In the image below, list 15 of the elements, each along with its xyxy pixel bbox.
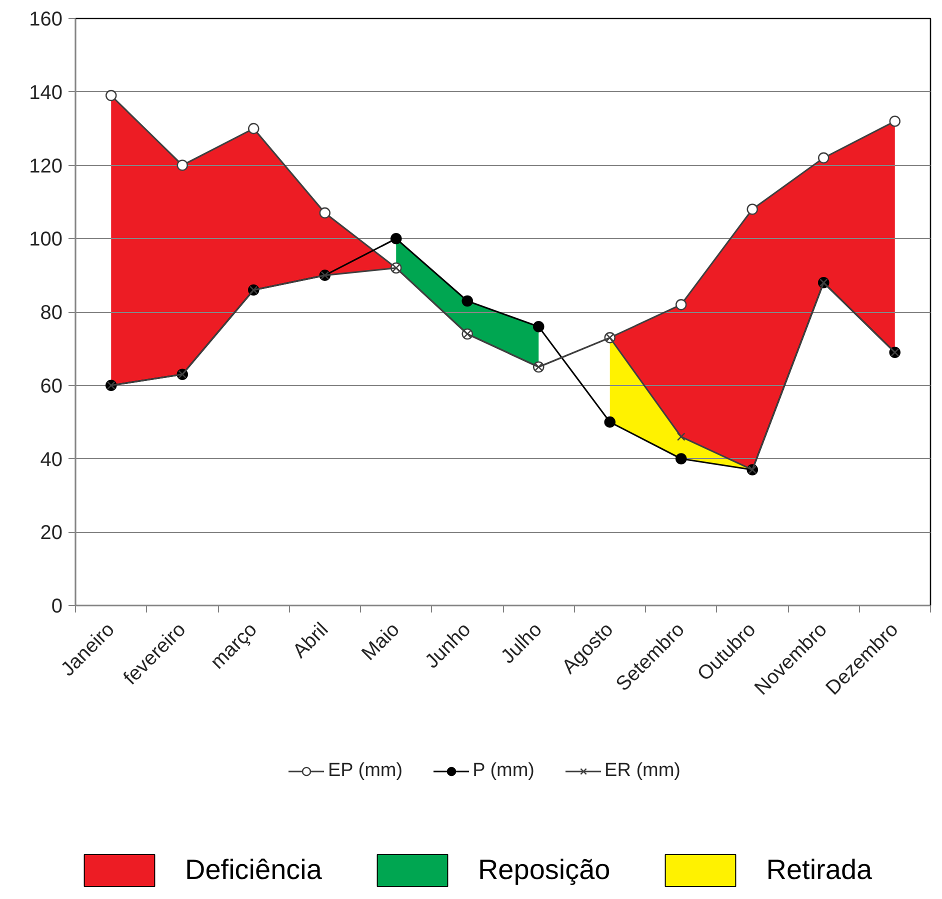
y-tick-label: 80 [40,302,63,324]
legend-label: Retirada [766,853,872,887]
legend-label: P (mm) [472,760,535,782]
y-tick-label: 40 [40,448,63,471]
y-tick-label: 0 [51,596,62,618]
y-tick-label: 140 [29,82,63,104]
y-tick-label: 160 [29,8,63,30]
y-tick-label: 60 [40,375,63,398]
legend-label: Deficiência [185,853,322,887]
y-tick-label: 20 [40,522,63,544]
y-tick-label: 100 [29,228,63,251]
legend-label: ER (mm) [604,760,680,782]
legend-label: Reposição [478,853,610,887]
y-tick-label: 120 [29,155,63,178]
legend-label: EP (mm) [328,760,403,782]
